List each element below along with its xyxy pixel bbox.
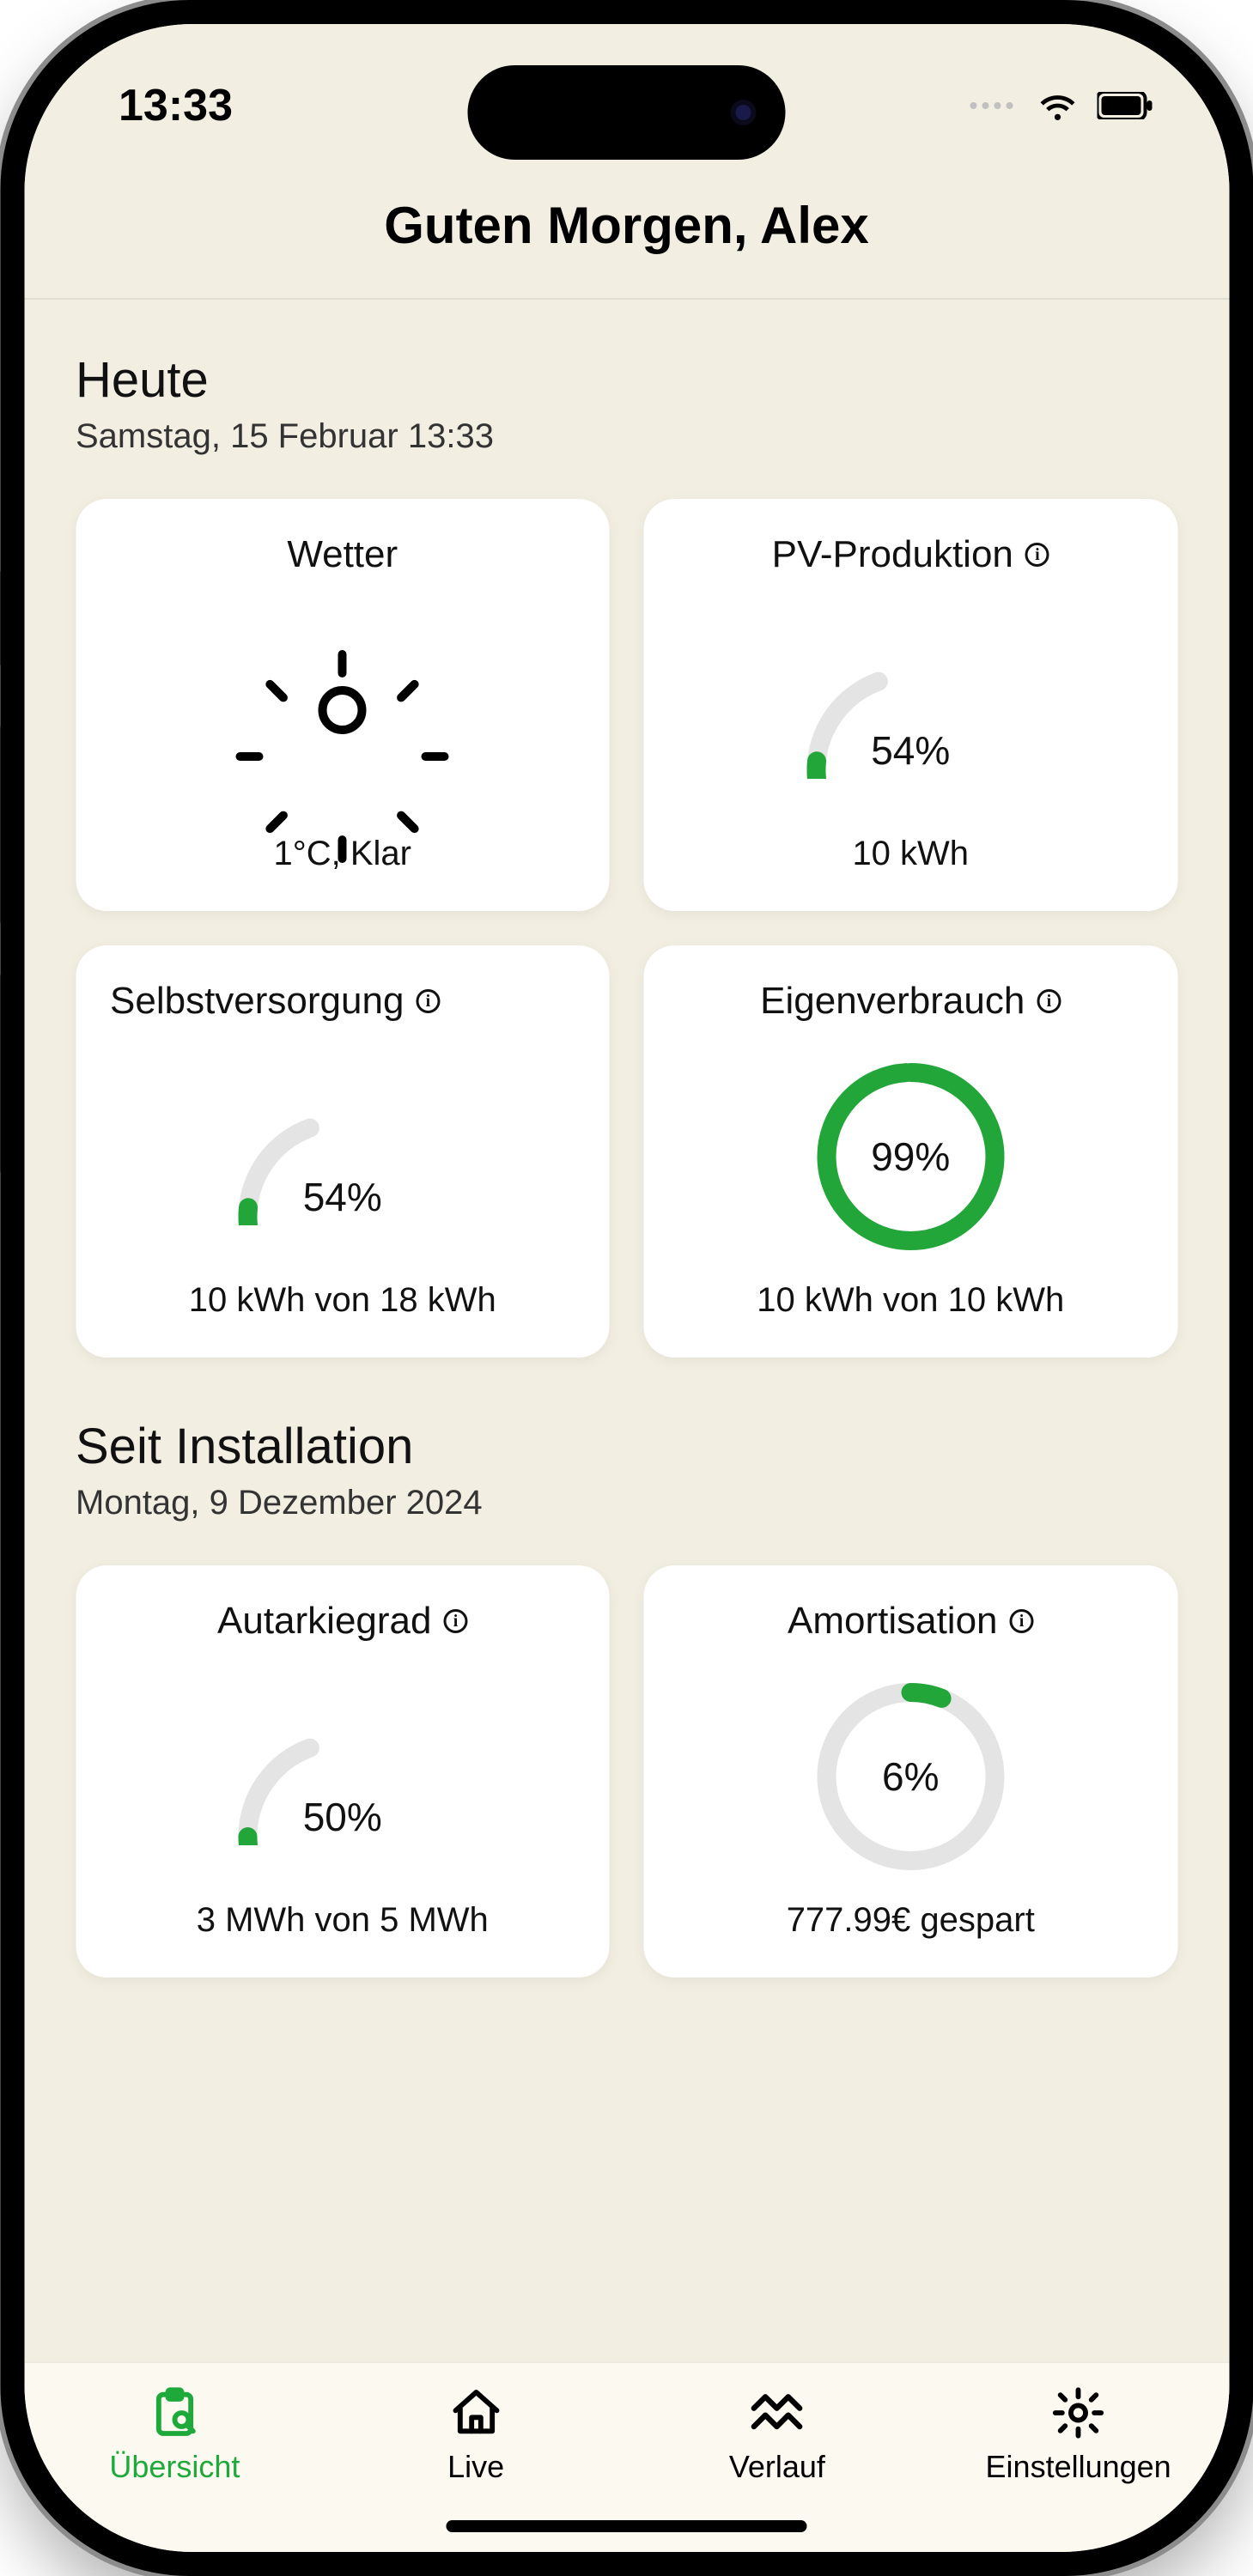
cellular-icon <box>970 102 1013 109</box>
card-footer-pv: 10 kWh <box>852 835 969 873</box>
card-title-self-supply: Selbstversorgung <box>110 980 404 1023</box>
gauge-label-autarky: 50% <box>231 1794 454 1840</box>
clipboard-search-icon <box>147 2385 202 2440</box>
info-icon[interactable]: i <box>1010 1609 1034 1633</box>
card-footer-amort: 777.99€ gespart <box>787 1901 1035 1940</box>
gauge-amort: 6% <box>816 1682 1005 1871</box>
gauge-label-pv: 54% <box>799 727 1022 774</box>
section-install: Seit Installation Montag, 9 Dezember 202… <box>76 1418 1177 1978</box>
info-icon[interactable]: i <box>1037 989 1061 1013</box>
card-pv-production[interactable]: PV-Produktion i 54% 10 kWh <box>644 499 1178 911</box>
card-amortisation[interactable]: Amortisation i 6% 777.99€ gespart <box>644 1565 1178 1978</box>
gauge-pv: 54% <box>799 641 1022 779</box>
front-camera-icon <box>736 105 751 120</box>
home-icon <box>448 2385 503 2440</box>
gauge-autarky: 50% <box>231 1708 454 1845</box>
tab-live[interactable]: Live <box>325 2385 627 2485</box>
card-title-weather: Wetter <box>287 533 398 576</box>
home-indicator <box>24 2500 1229 2552</box>
card-autarky[interactable]: Autarkiegrad i 50% 3 MWh von 5 MWh <box>76 1565 610 1978</box>
gauge-self-supply: 54% <box>231 1088 454 1225</box>
card-weather[interactable]: Wetter 1°C, Klar <box>76 499 610 911</box>
info-icon[interactable]: i <box>1025 543 1049 567</box>
gauge-label-self-supply: 54% <box>231 1174 454 1220</box>
tab-history[interactable]: Verlauf <box>627 2385 928 2485</box>
section-title-today: Heute <box>76 351 1177 409</box>
gauge-own-use: 99% <box>816 1062 1005 1251</box>
phone-frame: 13:33 Guten Morgen, A <box>0 0 1253 2576</box>
card-title-pv: PV-Produktion <box>772 533 1013 576</box>
greeting-title: Guten Morgen, Alex <box>24 196 1229 255</box>
info-icon[interactable]: i <box>416 989 440 1013</box>
tab-label-overview: Übersicht <box>109 2449 240 2485</box>
tab-label-settings: Einstellungen <box>986 2449 1171 2485</box>
chart-line-icon <box>750 2385 805 2440</box>
section-subtitle-today: Samstag, 15 Februar 13:33 <box>76 417 1177 456</box>
info-icon[interactable]: i <box>443 1609 467 1633</box>
gear-icon <box>1051 2385 1106 2440</box>
battery-icon <box>1097 92 1152 119</box>
gauge-label-own-use: 99% <box>816 1062 1005 1251</box>
dynamic-island <box>468 65 786 160</box>
tab-label-history: Verlauf <box>729 2449 825 2485</box>
wifi-icon <box>1037 88 1078 123</box>
status-time: 13:33 <box>119 80 233 131</box>
card-title-autarky: Autarkiegrad <box>217 1600 431 1643</box>
section-title-install: Seit Installation <box>76 1418 1177 1475</box>
card-self-supply[interactable]: Selbstversorgung i 54% 10 kWh von 18 kWh <box>76 945 610 1358</box>
card-footer-own-use: 10 kWh von 10 kWh <box>757 1281 1064 1320</box>
card-own-use[interactable]: Eigenverbrauch i 99% 10 kWh von 10 kWh <box>644 945 1178 1358</box>
section-subtitle-install: Montag, 9 Dezember 2024 <box>76 1484 1177 1522</box>
sun-icon <box>283 650 403 770</box>
tab-bar: Übersicht Live Verlauf <box>24 2361 1229 2500</box>
card-footer-autarky: 3 MWh von 5 MWh <box>197 1901 489 1940</box>
section-today: Heute Samstag, 15 Februar 13:33 Wetter <box>76 351 1177 1358</box>
card-footer-self-supply: 10 kWh von 18 kWh <box>189 1281 496 1320</box>
card-title-amort: Amortisation <box>788 1600 998 1643</box>
app-header: Guten Morgen, Alex <box>24 187 1229 300</box>
gauge-label-amort: 6% <box>816 1682 1005 1871</box>
tab-overview[interactable]: Übersicht <box>24 2385 325 2485</box>
tab-label-live: Live <box>447 2449 504 2485</box>
card-title-own-use: Eigenverbrauch <box>760 980 1025 1023</box>
tab-settings[interactable]: Einstellungen <box>928 2385 1229 2485</box>
